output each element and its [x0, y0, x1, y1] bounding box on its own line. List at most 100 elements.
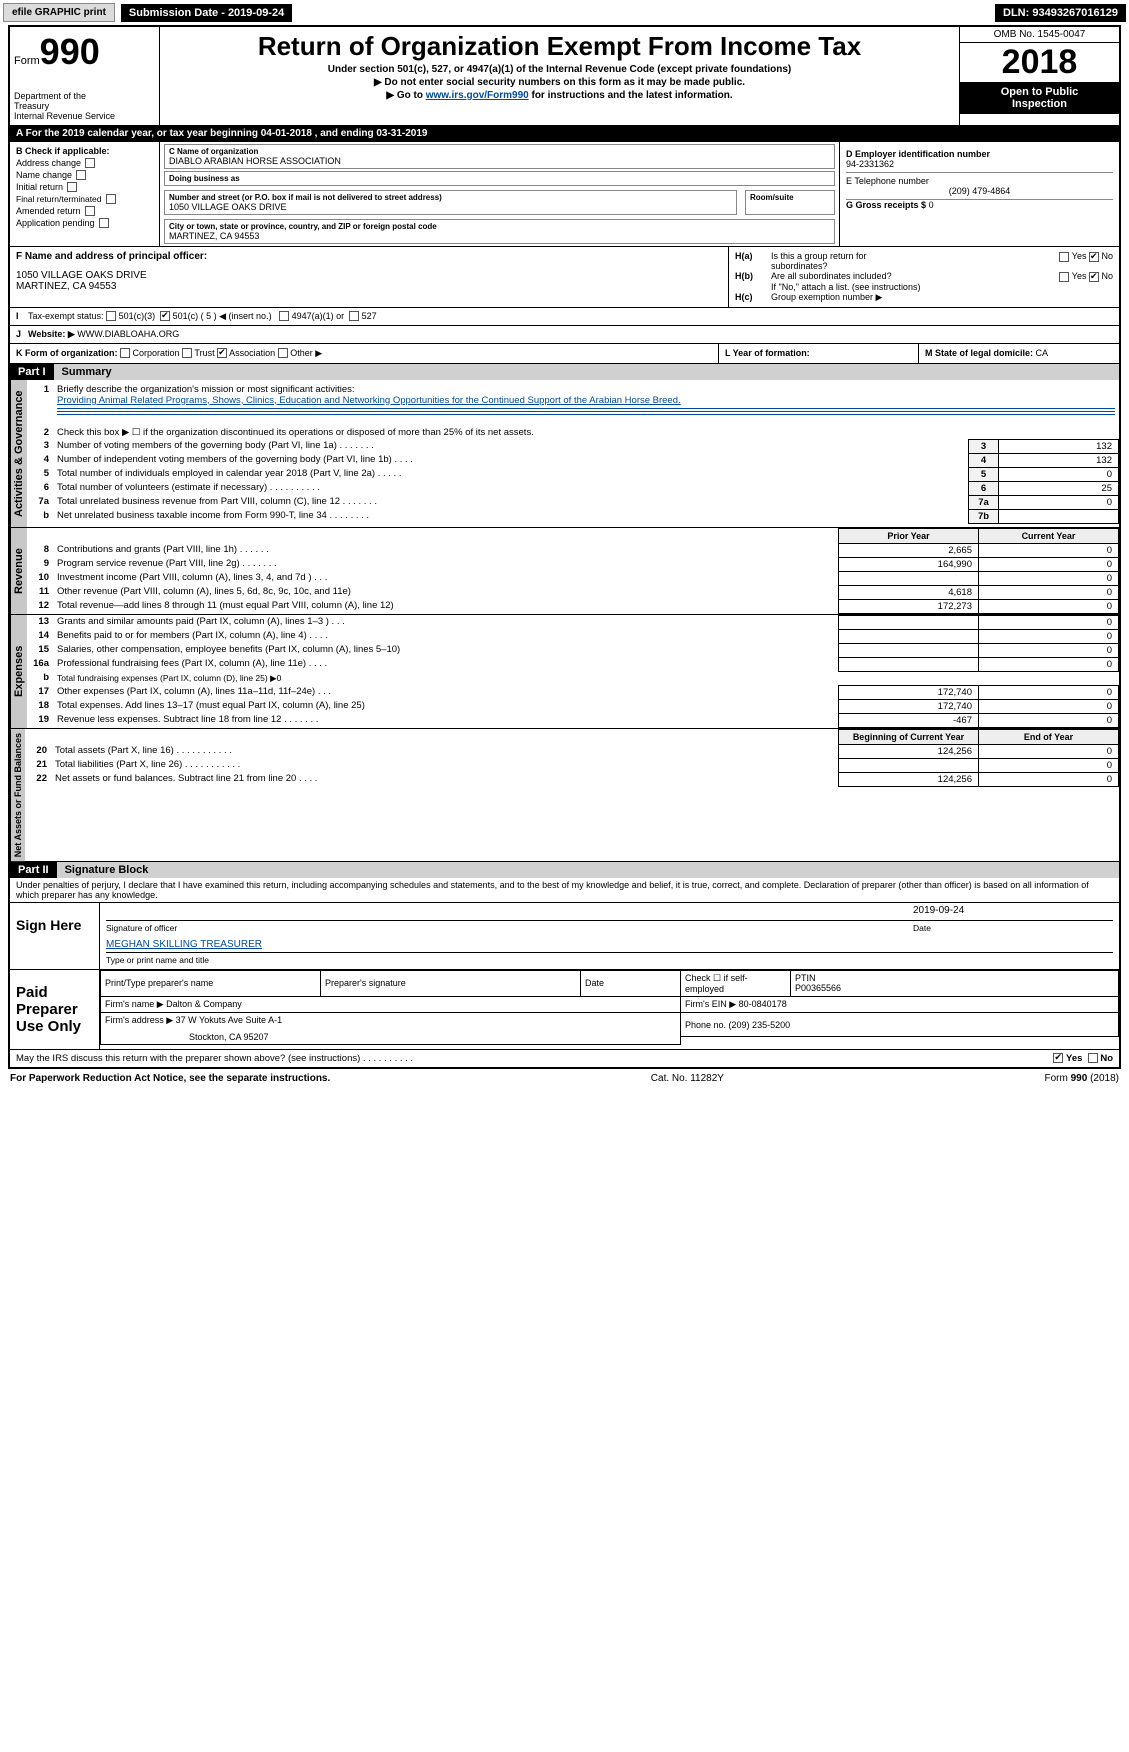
line-text: Salaries, other compensation, employee b…	[53, 643, 839, 657]
line-num: b	[27, 509, 53, 523]
street-box: Number and street (or P.O. box if mail i…	[164, 190, 737, 215]
header-instruction-2: ▶ Go to www.irs.gov/Form990 for instruct…	[166, 90, 953, 101]
submission-date-box: Submission Date - 2019-09-24	[121, 4, 292, 22]
checkbox-icon[interactable]	[278, 348, 288, 358]
line-num: 8	[27, 543, 53, 557]
line-num: 14	[27, 629, 53, 643]
h-c-row: H(c) Group exemption number ▶	[735, 292, 1113, 303]
prep-date-hdr: Date	[581, 970, 681, 996]
ha-text: Is this a group return for subordinates?	[771, 251, 1059, 271]
table-row: 21Total liabilities (Part X, line 26) . …	[25, 758, 1119, 772]
firm-addr-label: Firm's address ▶	[105, 1015, 173, 1025]
line-num: 6	[27, 481, 53, 495]
check-final-return[interactable]: Final return/terminated	[16, 194, 153, 204]
goto-post: for instructions and the latest informat…	[529, 90, 733, 101]
line-text: Contributions and grants (Part VIII, lin…	[53, 543, 839, 557]
check-address-change[interactable]: Address change	[16, 158, 153, 168]
form-number: Form990	[14, 31, 155, 73]
prior-year-value: 172,740	[839, 699, 979, 713]
room-label: Room/suite	[750, 193, 830, 202]
checkbox-icon[interactable]	[217, 348, 227, 358]
dba-box: Doing business as	[164, 171, 835, 186]
header-instruction-1: ▶ Do not enter social security numbers o…	[166, 77, 953, 88]
discuss-text: May the IRS discuss this return with the…	[16, 1053, 1053, 1064]
checkbox-icon[interactable]	[279, 311, 289, 321]
irs-link[interactable]: www.irs.gov/Form990	[426, 90, 529, 101]
check-application-pending[interactable]: Application pending	[16, 218, 153, 228]
checkbox-icon[interactable]	[182, 348, 192, 358]
q1-text: Briefly describe the organization's miss…	[57, 384, 355, 395]
checkbox-icon[interactable]	[1059, 252, 1069, 262]
line-text: Total liabilities (Part X, line 26) . . …	[51, 758, 839, 772]
revenue-body: Prior Year Current Year 8Contributions a…	[27, 528, 1119, 614]
table-row: bNet unrelated business taxable income f…	[27, 509, 1119, 523]
checkbox-icon[interactable]	[1053, 1053, 1063, 1063]
line-num: 16a	[27, 657, 53, 671]
line-value: 132	[999, 439, 1119, 453]
efile-print-button[interactable]: efile GRAPHIC print	[3, 3, 115, 22]
checkbox-icon[interactable]	[120, 348, 130, 358]
catalog-number: Cat. No. 11282Y	[651, 1073, 724, 1084]
officer-name: MEGHAN SKILLING TREASURER	[100, 933, 1119, 950]
line-text: Net assets or fund balances. Subtract li…	[51, 772, 839, 786]
current-year-value: 0	[979, 629, 1119, 643]
table-row: 6Total number of volunteers (estimate if…	[27, 481, 1119, 495]
table-row: Firm's address ▶ 37 W Yokuts Ave Suite A…	[101, 1012, 1119, 1037]
gross-receipts-block: G Gross receipts $ 0	[846, 200, 1113, 210]
paid-preparer-table: Print/Type preparer's name Preparer's si…	[100, 970, 1119, 1045]
checkbox-icon[interactable]	[1089, 252, 1099, 262]
table-row: 4Number of independent voting members of…	[27, 453, 1119, 467]
firm-name: Dalton & Company	[166, 999, 242, 1009]
ein-value: 94-2331362	[846, 159, 1113, 169]
checkbox-icon	[85, 158, 95, 168]
current-year-value: 0	[979, 657, 1119, 671]
table-row: 13Grants and similar amounts paid (Part …	[27, 615, 1119, 629]
no-label: No	[1101, 271, 1113, 281]
signature-line	[106, 952, 1113, 953]
section-j-row: J Website: ▶ WWW.DIABLOAHA.ORG	[10, 326, 1119, 344]
prior-year-value: 172,273	[839, 599, 979, 613]
check-name-change[interactable]: Name change	[16, 170, 153, 180]
name-title-label: Type or print name and title	[100, 955, 1119, 969]
ha-label2: subordinates?	[771, 261, 828, 271]
mission-text[interactable]: Providing Animal Related Programs, Shows…	[57, 395, 681, 406]
check-amended-return[interactable]: Amended return	[16, 206, 153, 216]
gross-value: 0	[929, 200, 934, 210]
q2-text: Check this box ▶ ☐ if the organization d…	[53, 426, 1119, 440]
check-label: Application pending	[16, 218, 95, 228]
check-initial-return[interactable]: Initial return	[16, 182, 153, 192]
m-label: M State of legal domicile:	[925, 348, 1036, 358]
k-trust: Trust	[194, 348, 214, 358]
section-l: L Year of formation:	[719, 344, 919, 363]
dept-line1: Department of the	[14, 91, 155, 101]
checkbox-icon[interactable]	[1089, 272, 1099, 282]
paperwork-notice: For Paperwork Reduction Act Notice, see …	[10, 1073, 330, 1084]
firm-ein-cell: Firm's EIN ▶ 80-0840178	[681, 996, 1119, 1012]
checkbox-icon[interactable]	[160, 311, 170, 321]
blank	[106, 905, 913, 916]
i-tag: I	[16, 311, 28, 322]
ha-tag: H(a)	[735, 251, 771, 271]
current-year-value: 0	[979, 571, 1119, 585]
line-box: 5	[969, 467, 999, 481]
section-k: K Form of organization: Corporation Trus…	[10, 344, 719, 363]
net-assets-body: Beginning of Current Year End of Year 20…	[25, 729, 1119, 861]
table-row: 22Net assets or fund balances. Subtract …	[25, 772, 1119, 786]
form-label: Form	[14, 55, 40, 67]
checkbox-icon[interactable]	[349, 311, 359, 321]
yes-label: Yes	[1072, 251, 1087, 261]
ha-label1: Is this a group return for	[771, 251, 867, 261]
checkbox-icon[interactable]	[1088, 1053, 1098, 1063]
current-year-value: 0	[979, 699, 1119, 713]
checkbox-icon[interactable]	[1059, 272, 1069, 282]
current-year-value: 0	[979, 758, 1119, 772]
table-row: 12Total revenue—add lines 8 through 11 (…	[27, 599, 1119, 613]
line-value: 0	[999, 495, 1119, 509]
section-ij: I Tax-exempt status: 501(c)(3) 501(c) ( …	[10, 308, 1119, 326]
firm-name-cell: Firm's name ▶ Dalton & Company	[101, 996, 681, 1012]
table-row: 7aTotal unrelated business revenue from …	[27, 495, 1119, 509]
open-line2: Inspection	[962, 98, 1117, 110]
checkbox-icon[interactable]	[106, 311, 116, 321]
prior-year-value	[839, 643, 979, 657]
officer-name-link[interactable]: MEGHAN SKILLING TREASURER	[106, 939, 262, 950]
